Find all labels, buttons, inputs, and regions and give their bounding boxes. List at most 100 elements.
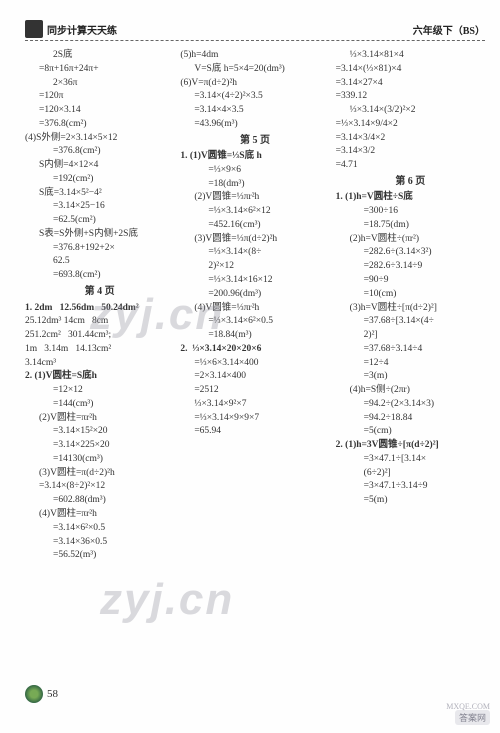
math-line: =3.14×15²×20 (25, 425, 174, 439)
math-line: =3.14×225×20 (25, 439, 174, 453)
math-line: (2)h=V圆柱÷(πr²) (336, 233, 485, 247)
math-line: 2. (1)h=3V圆锥÷[π(d÷2)²] (336, 439, 485, 453)
math-line: =376.8(cm²) (25, 145, 174, 159)
math-line: =376.8+192+2× (25, 242, 174, 256)
math-line: =3.14×6²×0.5 (25, 522, 174, 536)
math-line: 62.5 (25, 255, 174, 269)
math-line: =3×47.1÷[3.14× (336, 453, 485, 467)
watermark-2: zyj.cn (100, 575, 234, 625)
math-line: =3.14×(4÷2)²×3.5 (180, 90, 329, 104)
math-line: =3(m) (336, 370, 485, 384)
flower-icon (25, 685, 43, 703)
math-line: =⅓×6×3.14×400 (180, 357, 329, 371)
page-number-area: 58 (25, 685, 58, 703)
math-line: =65.94 (180, 425, 329, 439)
math-line: (4)V圆锥=⅓πr²h (180, 302, 329, 316)
content-columns: 2S底 =8π+16π+24π+ 2×36π =120π =120×3.14 =… (25, 49, 485, 563)
math-line: =62.5(cm²) (25, 214, 174, 228)
math-line: (6)V=π(d÷2)²h (180, 77, 329, 91)
math-line: =3.14×(⅓×81)×4 (336, 63, 485, 77)
math-line: 2. ⅓×3.14×20×20×6 (180, 343, 329, 357)
math-line: 1. 2dm 12.56dm 50.24dm² (25, 302, 174, 316)
math-line: S表=S外侧+S内侧+2S底 (25, 228, 174, 242)
math-line: =⅓×3.14×9/4×2 (336, 118, 485, 132)
column-3: ⅓×3.14×81×4 =3.14×(⅓×81)×4 =3.14×27×4 =3… (336, 49, 485, 563)
math-line: =⅓×3.14×6²×0.5 (180, 315, 329, 329)
math-line: =⅓×9×6 (180, 164, 329, 178)
math-line: =2512 (180, 384, 329, 398)
logo-icon (25, 20, 43, 38)
math-line: =5(cm) (336, 425, 485, 439)
math-line: =2×3.14×400 (180, 370, 329, 384)
math-line: 1. (1)V圆锥=⅓S底 h (180, 150, 329, 164)
math-line: V=S底 h=5×4=20(dm³) (180, 63, 329, 77)
math-line: =300÷16 (336, 205, 485, 219)
math-line: =3.14×36×0.5 (25, 536, 174, 550)
math-line: =5(m) (336, 494, 485, 508)
math-line: =3.14×3/2 (336, 145, 485, 159)
math-line: (4)V圆柱=πr²h (25, 508, 174, 522)
math-line: (4)S外侧=2×3.14×5×12 (25, 132, 174, 146)
math-line: 2×36π (25, 77, 174, 91)
math-line: (5)h=4dm (180, 49, 329, 63)
math-line: (3)V圆锥=⅓π(d÷2)²h (180, 233, 329, 247)
math-line: 251.2cm² 301.44cm³; (25, 329, 174, 343)
math-line: =4.71 (336, 159, 485, 173)
math-line: =94.2÷18.84 (336, 412, 485, 426)
math-line: =3.14×(8÷2)²×12 (25, 480, 174, 494)
math-line: =90÷9 (336, 274, 485, 288)
page-header: 同步计算天天练 六年级下（BS） (25, 20, 485, 41)
math-line: =376.8(cm²) (25, 118, 174, 132)
math-line: =200.96(dm³) (180, 288, 329, 302)
math-line: 2. (1)V圆柱=S底h (25, 370, 174, 384)
math-line: =120π (25, 90, 174, 104)
math-line: =56.52(m³) (25, 549, 174, 563)
math-line: =3.14×3/4×2 (336, 132, 485, 146)
math-line: =12×12 (25, 384, 174, 398)
header-left: 同步计算天天练 (25, 20, 117, 38)
math-line: 2)²×12 (180, 260, 329, 274)
corner-watermark: 答案网 (455, 710, 490, 725)
math-line: =192(cm²) (25, 173, 174, 187)
math-line: =18(dm³) (180, 178, 329, 192)
math-line: =18.84(m³) (180, 329, 329, 343)
math-line: =37.68÷3.14÷4 (336, 343, 485, 357)
math-line: =⅓×3.14×6²×12 (180, 205, 329, 219)
math-line: ⅓×3.14×(3/2)²×2 (336, 104, 485, 118)
math-line: 1. (1)h=V圆柱÷S底 (336, 191, 485, 205)
math-line: =144(cm³) (25, 398, 174, 412)
math-line: ⅓×3.14×81×4 (336, 49, 485, 63)
math-line: S底=3.14×5²−4² (25, 187, 174, 201)
math-line: S内侧=4×12×4 (25, 159, 174, 173)
math-line: =43.96(m³) (180, 118, 329, 132)
grade-label: 六年级下（BS） (413, 22, 485, 37)
math-line: =8π+16π+24π+ (25, 63, 174, 77)
math-line: =18.75(dm) (336, 219, 485, 233)
math-line: =⅓×3.14×16×12 (180, 274, 329, 288)
math-line: =3.14×4×3.5 (180, 104, 329, 118)
page-number: 58 (47, 688, 58, 700)
math-line: =10(cm) (336, 288, 485, 302)
math-line: =339.12 (336, 90, 485, 104)
math-line: 25.12dm³ 14cm 8cm (25, 315, 174, 329)
math-line: =94.2÷(2×3.14×3) (336, 398, 485, 412)
math-line: 2)²] (336, 329, 485, 343)
math-line: (3)h=V圆柱÷[π(d÷2)²] (336, 302, 485, 316)
page-section-4: 第 4 页 (25, 285, 174, 300)
page-section-5: 第 5 页 (180, 134, 329, 149)
math-line: 2S底 (25, 49, 174, 63)
math-line: =14130(cm³) (25, 453, 174, 467)
math-line: =452.16(cm³) (180, 219, 329, 233)
math-line: =37.68÷[3.14×(4÷ (336, 315, 485, 329)
math-line: (2)V圆柱=πr²h (25, 412, 174, 426)
math-line: =282.6÷(3.14×3²) (336, 246, 485, 260)
math-line: (2)V圆锥=⅓πr²h (180, 191, 329, 205)
book-title: 同步计算天天练 (47, 22, 117, 37)
math-line: =⅓×3.14×9×9×7 (180, 412, 329, 426)
math-line: =602.88(dm³) (25, 494, 174, 508)
math-line: =12÷4 (336, 357, 485, 371)
math-line: 3.14cm³ (25, 357, 174, 371)
page-container: 同步计算天天练 六年级下（BS） 2S底 =8π+16π+24π+ 2×36π … (0, 0, 500, 733)
math-line: (3)V圆柱=π(d÷2)²h (25, 467, 174, 481)
math-line: =3.14×27×4 (336, 77, 485, 91)
